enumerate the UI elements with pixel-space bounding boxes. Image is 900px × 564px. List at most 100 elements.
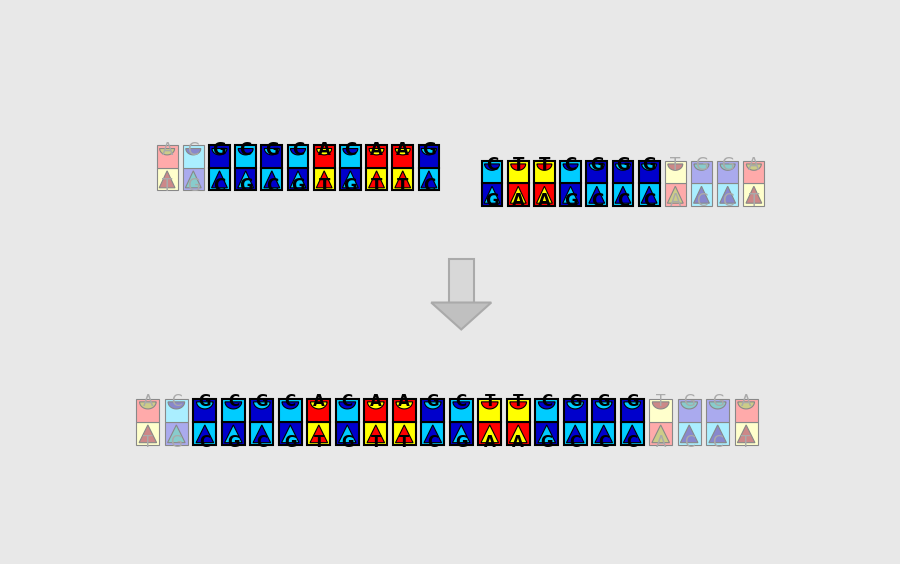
Bar <box>508 183 528 205</box>
Text: G: G <box>485 192 499 210</box>
Bar <box>639 161 660 183</box>
Bar <box>450 399 472 422</box>
Bar <box>621 399 644 422</box>
Polygon shape <box>720 164 735 170</box>
Bar <box>392 168 413 190</box>
Text: T: T <box>656 394 665 409</box>
Polygon shape <box>316 171 332 188</box>
Bar <box>678 422 701 445</box>
Polygon shape <box>310 402 327 409</box>
Polygon shape <box>737 425 755 443</box>
Polygon shape <box>168 402 184 409</box>
Text: T: T <box>371 177 382 195</box>
Polygon shape <box>254 402 270 409</box>
Polygon shape <box>537 164 552 170</box>
Bar <box>250 399 274 422</box>
Text: C: C <box>228 394 238 409</box>
Polygon shape <box>212 148 227 155</box>
Polygon shape <box>538 425 555 443</box>
Polygon shape <box>369 171 384 188</box>
Bar <box>665 161 686 183</box>
Polygon shape <box>159 148 175 155</box>
Text: T: T <box>397 177 409 195</box>
Text: C: C <box>199 435 211 450</box>
Text: T: T <box>143 435 152 450</box>
Text: G: G <box>616 156 630 174</box>
Text: C: C <box>590 192 603 210</box>
Polygon shape <box>225 425 242 443</box>
Text: C: C <box>266 177 278 195</box>
Polygon shape <box>238 171 254 188</box>
Bar <box>534 161 554 183</box>
Polygon shape <box>668 186 683 203</box>
Polygon shape <box>395 148 410 155</box>
Text: G: G <box>256 394 268 409</box>
Polygon shape <box>482 402 498 409</box>
Bar <box>560 183 581 205</box>
Text: T: T <box>742 435 751 450</box>
Bar <box>639 183 660 205</box>
Polygon shape <box>369 148 384 155</box>
Bar <box>478 422 501 445</box>
Text: A: A <box>512 435 524 450</box>
Bar <box>587 183 608 205</box>
Bar <box>194 399 216 422</box>
Bar <box>734 422 758 445</box>
Bar <box>621 422 644 445</box>
Text: A: A <box>318 141 330 159</box>
Polygon shape <box>425 402 441 409</box>
Polygon shape <box>624 425 641 443</box>
Text: C: C <box>428 435 438 450</box>
Bar <box>592 422 616 445</box>
Bar <box>691 183 712 205</box>
Text: C: C <box>564 156 577 174</box>
Text: C: C <box>171 394 182 409</box>
Text: C: C <box>292 141 304 159</box>
Text: C: C <box>684 435 695 450</box>
Text: C: C <box>423 177 435 195</box>
Polygon shape <box>746 186 761 203</box>
Polygon shape <box>159 171 175 188</box>
Polygon shape <box>196 425 213 443</box>
Text: T: T <box>399 435 410 450</box>
Text: A: A <box>655 435 666 450</box>
Bar <box>613 161 634 183</box>
Bar <box>560 161 581 183</box>
Text: T: T <box>512 156 524 174</box>
Polygon shape <box>595 425 613 443</box>
Text: A: A <box>484 435 496 450</box>
Polygon shape <box>680 425 698 443</box>
Bar <box>165 399 188 422</box>
Text: G: G <box>541 435 553 450</box>
Text: G: G <box>598 394 610 409</box>
Bar <box>392 399 416 422</box>
Polygon shape <box>367 402 384 409</box>
Text: C: C <box>486 156 499 174</box>
Text: G: G <box>695 156 708 174</box>
Text: G: G <box>590 156 604 174</box>
Text: C: C <box>284 394 296 409</box>
Polygon shape <box>668 164 683 170</box>
Bar <box>279 422 302 445</box>
Bar <box>587 161 608 183</box>
Bar <box>678 399 701 422</box>
Bar <box>563 399 587 422</box>
Text: T: T <box>319 177 330 195</box>
Bar <box>288 168 309 190</box>
Text: C: C <box>213 177 226 195</box>
Text: G: G <box>238 177 253 195</box>
Polygon shape <box>484 164 500 170</box>
Text: G: G <box>212 141 226 159</box>
Polygon shape <box>167 425 185 443</box>
Bar <box>421 422 445 445</box>
Text: G: G <box>712 394 724 409</box>
Bar <box>717 183 738 205</box>
Text: T: T <box>162 177 172 195</box>
Polygon shape <box>338 425 356 443</box>
Text: A: A <box>313 394 325 409</box>
Bar <box>314 146 335 168</box>
Bar <box>706 399 729 422</box>
Text: C: C <box>598 435 609 450</box>
Text: A: A <box>396 141 410 159</box>
Polygon shape <box>264 171 280 188</box>
